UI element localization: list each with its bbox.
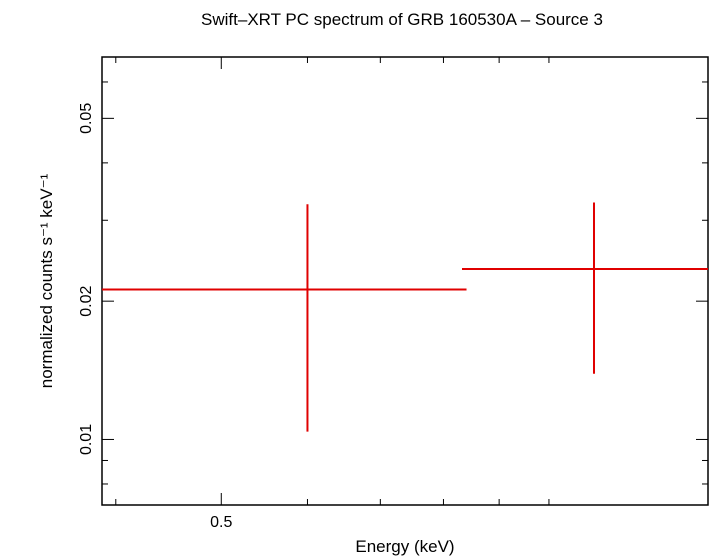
y-tick-label: 0.01 xyxy=(78,424,95,455)
axis-tick-labels: 0.5 0.01 0.02 0.05 xyxy=(78,103,232,531)
x-tick-label: 0.5 xyxy=(210,514,232,531)
chart-title: Swift–XRT PC spectrum of GRB 160530A – S… xyxy=(201,10,603,29)
axis-ticks xyxy=(102,57,708,505)
y-axis-label: normalized counts s⁻¹ keV⁻¹ xyxy=(37,173,56,388)
plot-frame xyxy=(101,56,709,506)
x-axis-label: Energy (keV) xyxy=(355,537,454,556)
data-points xyxy=(102,202,708,432)
y-tick-label: 0.02 xyxy=(78,285,95,316)
y-tick-label: 0.05 xyxy=(78,103,95,134)
